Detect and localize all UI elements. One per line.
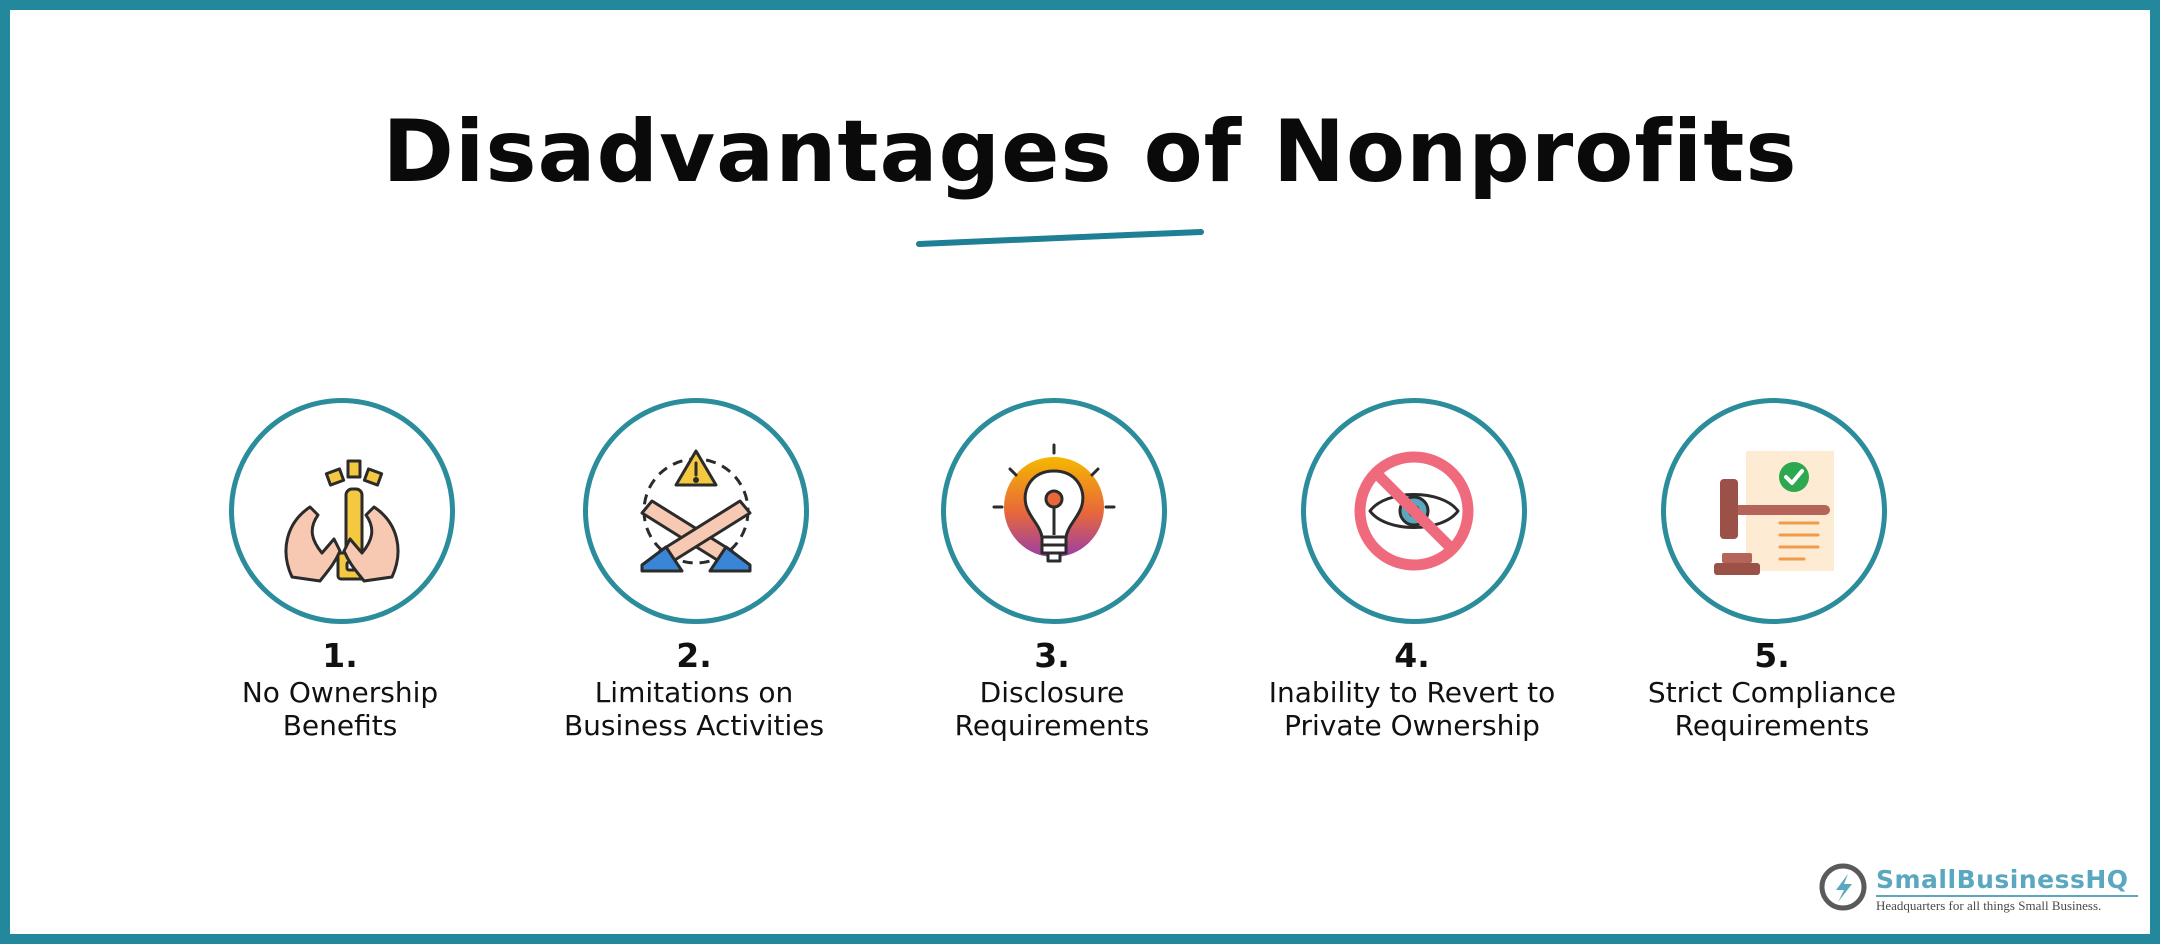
- item-label-line2: Business Activities: [563, 709, 825, 742]
- item-number: 1.: [322, 636, 358, 675]
- item-number: 5.: [1754, 636, 1790, 675]
- logo-name: SmallBusinessHQ: [1876, 865, 2129, 894]
- title-underline: [916, 229, 1204, 247]
- item-label-line1: No Ownership: [241, 676, 439, 709]
- icon-circle: [1301, 398, 1527, 624]
- item-number: 4.: [1394, 636, 1430, 675]
- item-label-line2: Private Ownership: [1284, 709, 1540, 742]
- item-label-line1: Strict Compliance: [1647, 676, 1897, 709]
- item-label-line1: Disclosure: [979, 676, 1125, 709]
- crossed-arms-warning-icon: [640, 449, 752, 573]
- lightbulb-icon: [992, 443, 1116, 563]
- item-label: Disclosure Requirements: [872, 676, 1232, 742]
- logo-mark-icon: [1819, 863, 1867, 911]
- item-label-line1: Limitations on: [594, 676, 794, 709]
- item-label: Strict Compliance Requirements: [1592, 676, 1952, 742]
- item-label-line2: Benefits: [282, 709, 398, 742]
- gavel-document-check-icon: [1714, 451, 1834, 575]
- item-label-line1: Inability to Revert to: [1268, 676, 1556, 709]
- icon-circle: [941, 398, 1167, 624]
- item-label: Limitations on Business Activities: [514, 676, 874, 742]
- item-label: Inability to Revert to Private Ownership: [1232, 676, 1592, 742]
- icon-circle: [1661, 398, 1887, 624]
- page-title: Disadvantages of Nonprofits: [382, 102, 1798, 202]
- logo-divider: [1876, 895, 2138, 897]
- smallbusinesshq-logo: SmallBusinessHQ Headquarters for all thi…: [1818, 862, 2138, 920]
- icon-circle: [583, 398, 809, 624]
- hands-holding-key-icon: [284, 459, 400, 583]
- item-number: 2.: [676, 636, 712, 675]
- prohibited-eye-icon: [1354, 451, 1474, 571]
- icon-circle: [229, 398, 455, 624]
- item-label-line2: Requirements: [1674, 709, 1870, 742]
- item-label-line2: Requirements: [954, 709, 1150, 742]
- item-label: No Ownership Benefits: [160, 676, 520, 742]
- logo-tagline: Headquarters for all things Small Busine…: [1876, 898, 2102, 913]
- item-number: 3.: [1034, 636, 1070, 675]
